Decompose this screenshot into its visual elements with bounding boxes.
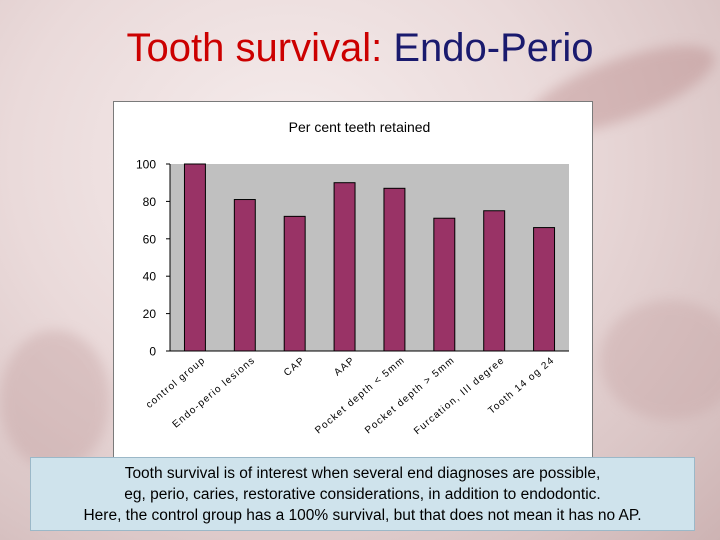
bar xyxy=(333,182,356,352)
title-primary: Tooth survival: xyxy=(126,26,383,70)
y-tick-label: 40 xyxy=(143,270,157,284)
x-tick-label: Pocket depth < 5mm xyxy=(313,355,407,436)
bar xyxy=(283,215,306,352)
bar xyxy=(183,163,206,352)
bar xyxy=(383,187,406,352)
x-tick-label: CAP xyxy=(282,355,308,379)
caption-line-2: eg, perio, caries, restorative considera… xyxy=(124,485,601,503)
plot-area xyxy=(170,164,569,351)
y-tick-label: 60 xyxy=(143,232,157,246)
y-tick-label: 0 xyxy=(149,345,156,359)
x-tick-label: AAP xyxy=(332,355,357,379)
bar-chart: Per cent teeth retained020406080100contr… xyxy=(136,119,569,437)
chart-title: Per cent teeth retained xyxy=(289,119,431,135)
y-tick-label: 80 xyxy=(143,195,157,209)
title-secondary: Endo-Perio xyxy=(393,26,594,70)
caption-line-1: Tooth survival is of interest when sever… xyxy=(124,464,601,482)
bar xyxy=(433,217,456,352)
slide-title: Tooth survival: Endo-Perio xyxy=(0,26,720,71)
caption-line-3: Here, the control group has a 100% survi… xyxy=(83,506,642,524)
x-tick-label: Pocket depth > 5mm xyxy=(363,355,457,436)
bar xyxy=(483,210,506,352)
y-tick-label: 100 xyxy=(136,158,156,172)
bar xyxy=(533,227,556,352)
bar xyxy=(233,199,256,352)
y-tick-label: 20 xyxy=(143,307,157,321)
chart-frame: Per cent teeth retained 0 20 40 60 80 100 contr… xyxy=(113,101,593,459)
caption-box: Tooth survival is of interest when sever… xyxy=(30,457,695,531)
x-tick-label: Endo-perio lesions xyxy=(171,355,258,431)
x-tick-label: Furcation, III degree xyxy=(412,355,507,437)
